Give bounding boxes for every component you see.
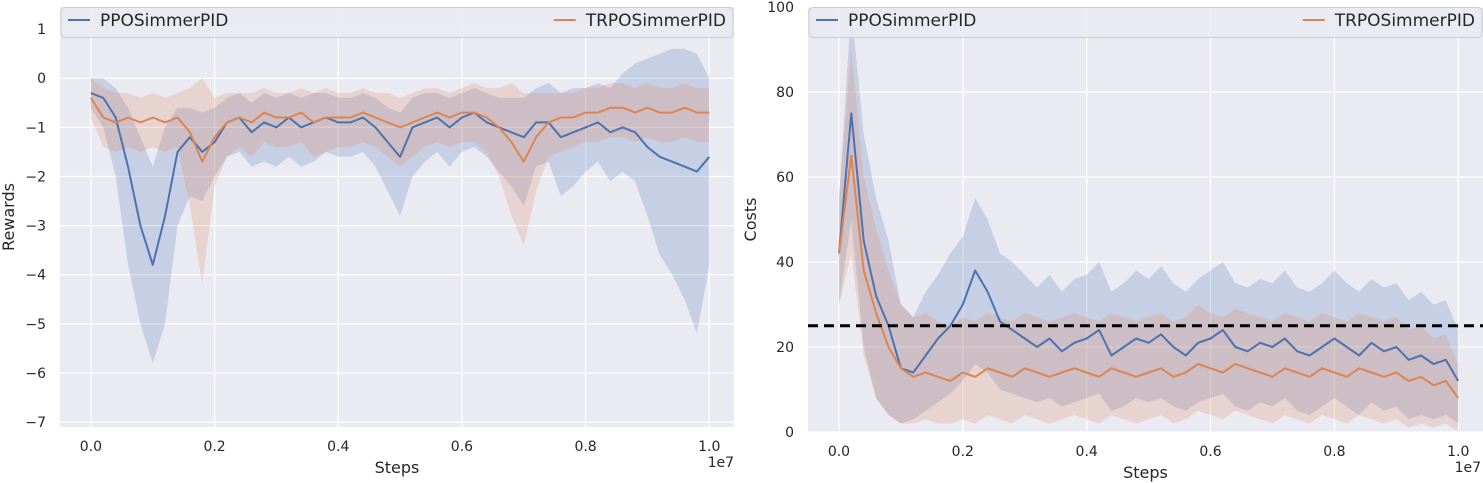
rewards-x-tick-label: 0.2 xyxy=(203,439,225,455)
rewards-x-tick-label: 0.4 xyxy=(327,439,349,455)
costs-x-tick-label: 0.2 xyxy=(952,444,974,460)
costs-band-ppo xyxy=(839,7,1459,424)
costs-y-tick-label: 60 xyxy=(776,170,794,186)
rewards-legend: PPOSimmerPID TRPOSimmerPID xyxy=(60,7,734,38)
costs-y-tick-label: 20 xyxy=(776,340,794,356)
costs-chart: 100 80 60 40 20 0 0.0 0.2 0.4 0.6 0.8 1.0 Steps Co… xyxy=(741,0,1483,482)
rewards-y-tick-label: −7 xyxy=(25,415,46,431)
rewards-legend-box xyxy=(60,7,734,38)
rewards-legend-label-ppo: PPOSimmerPID xyxy=(100,11,228,31)
rewards-chart: 1 0 −1 −2 −3 −4 −5 −6 −7 0.0 0.2 0.4 0.6 0.8 1.0 Step… xyxy=(0,7,734,477)
costs-x-tick-label: 0.4 xyxy=(1076,444,1098,460)
costs-y-axis-label: Costs xyxy=(741,198,760,242)
rewards-x-ticks: 0.0 0.2 0.4 0.6 0.8 1.0 xyxy=(80,439,721,455)
costs-y-tick-label: 40 xyxy=(776,255,794,271)
rewards-lines xyxy=(90,92,711,266)
rewards-y-tick-label: −6 xyxy=(25,366,46,382)
costs-x-offset-label: 1e7 xyxy=(1455,460,1481,476)
costs-legend: PPOSimmerPID TRPOSimmerPID xyxy=(808,7,1483,38)
costs-bands xyxy=(839,7,1459,432)
costs-legend-box xyxy=(808,7,1483,38)
costs-line-ppo xyxy=(838,112,1460,382)
rewards-x-tick-label: 1.0 xyxy=(698,439,720,455)
rewards-y-ticks: 1 0 −1 −2 −3 −4 −5 −6 −7 xyxy=(25,22,46,431)
rewards-legend-label-trpo: TRPOSimmerPID xyxy=(585,11,726,31)
costs-band-trpo xyxy=(839,49,1459,432)
rewards-y-axis-label: Rewards xyxy=(0,183,18,251)
costs-x-tick-label: 0.8 xyxy=(1323,444,1345,460)
rewards-y-tick-label: −5 xyxy=(25,317,46,333)
rewards-band-ppo xyxy=(90,48,710,364)
rewards-x-tick-label: 0.0 xyxy=(80,439,102,455)
rewards-y-tick-label: −2 xyxy=(25,169,46,185)
rewards-y-tick-label: 0 xyxy=(37,71,46,87)
rewards-grid xyxy=(60,7,734,427)
costs-legend-label-ppo: PPOSimmerPID xyxy=(848,11,976,31)
rewards-y-tick-label: 1 xyxy=(37,22,46,38)
rewards-line-trpo xyxy=(90,97,710,163)
costs-x-ticks: 0.0 0.2 0.4 0.6 0.8 1.0 xyxy=(828,444,1470,460)
rewards-x-tick-label: 0.8 xyxy=(574,439,596,455)
costs-lines xyxy=(838,112,1460,399)
costs-x-axis-label: Steps xyxy=(1123,463,1168,482)
rewards-x-offset-label: 1e7 xyxy=(708,455,734,471)
costs-y-tick-label: 80 xyxy=(776,85,794,101)
costs-x-tick-label: 0.0 xyxy=(828,444,850,460)
costs-legend-label-trpo: TRPOSimmerPID xyxy=(1334,11,1475,31)
rewards-plot-area xyxy=(60,7,734,427)
costs-x-tick-label: 1.0 xyxy=(1447,444,1469,460)
costs-y-ticks: 100 80 60 40 20 0 xyxy=(767,0,794,441)
costs-y-tick-label: 100 xyxy=(767,0,794,16)
rewards-y-tick-label: −3 xyxy=(25,219,46,235)
rewards-y-tick-label: −1 xyxy=(25,120,46,136)
rewards-x-tick-label: 0.6 xyxy=(451,439,473,455)
rewards-x-axis-label: Steps xyxy=(375,458,420,477)
costs-y-tick-label: 0 xyxy=(785,425,794,441)
rewards-y-tick-label: −4 xyxy=(25,268,46,284)
costs-x-tick-label: 0.6 xyxy=(1199,444,1221,460)
costs-line-trpo xyxy=(838,154,1460,399)
